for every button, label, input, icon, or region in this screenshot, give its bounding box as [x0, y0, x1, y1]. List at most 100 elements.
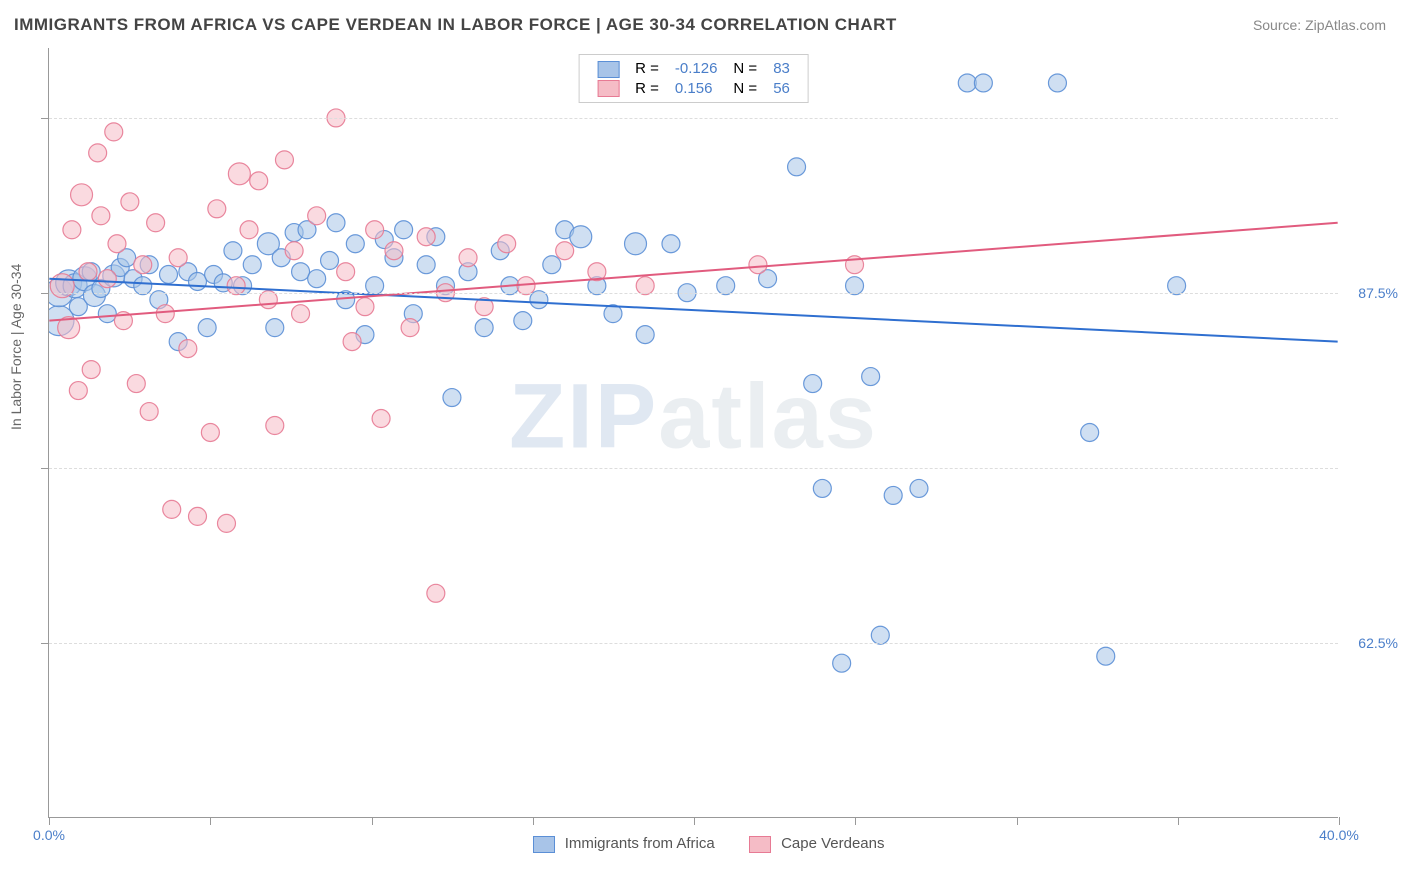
data-point: [788, 158, 806, 176]
legend-row-series-a: R = -0.126 N = 83: [589, 59, 798, 79]
x-tick-label: 40.0%: [1319, 827, 1359, 843]
legend-label-a: Immigrants from Africa: [565, 835, 715, 852]
data-point: [308, 270, 326, 288]
y-tick-label: 87.5%: [1358, 285, 1398, 301]
data-point: [636, 326, 654, 344]
n-value-b: 56: [765, 79, 798, 99]
data-point: [108, 235, 126, 253]
x-tick-label: 0.0%: [33, 827, 65, 843]
data-point: [570, 226, 592, 248]
data-point: [292, 263, 310, 281]
data-point: [717, 277, 735, 295]
r-label: R =: [627, 59, 667, 79]
data-point: [71, 184, 93, 206]
gridline: [49, 468, 1338, 469]
data-point: [156, 305, 174, 323]
data-point: [1168, 277, 1186, 295]
n-label: N =: [725, 59, 765, 79]
trend-line: [49, 223, 1337, 321]
data-point: [134, 256, 152, 274]
data-point: [556, 242, 574, 260]
x-tick: [372, 817, 373, 825]
data-point: [208, 200, 226, 218]
data-point: [871, 626, 889, 644]
data-point: [140, 403, 158, 421]
y-tick: [41, 468, 49, 469]
data-point: [498, 235, 516, 253]
swatch-series-a: [533, 836, 555, 853]
data-point: [160, 266, 178, 284]
data-point: [227, 277, 245, 295]
x-tick: [694, 817, 695, 825]
source-attribution: Source: ZipAtlas.com: [1253, 17, 1386, 33]
data-point: [846, 277, 864, 295]
legend-series: Immigrants from Africa Cape Verdeans: [49, 835, 1338, 853]
data-point: [625, 233, 647, 255]
swatch-series-b: [597, 80, 619, 97]
n-value-a: 83: [765, 59, 798, 79]
data-point: [910, 479, 928, 497]
x-tick: [533, 817, 534, 825]
data-point: [1097, 647, 1115, 665]
legend-correlation: R = -0.126 N = 83 R = 0.156 N = 56: [578, 54, 809, 103]
data-point: [662, 235, 680, 253]
data-point: [321, 252, 339, 270]
data-point: [356, 298, 374, 316]
data-point: [292, 305, 310, 323]
x-tick: [210, 817, 211, 825]
data-point: [224, 242, 242, 260]
data-point: [401, 319, 419, 337]
data-point: [343, 333, 361, 351]
legend-row-series-b: R = 0.156 N = 56: [589, 79, 798, 99]
data-point: [813, 479, 831, 497]
r-value-a: -0.126: [667, 59, 726, 79]
data-point: [217, 514, 235, 532]
data-point: [243, 256, 261, 274]
data-point: [459, 249, 477, 267]
data-point: [543, 256, 561, 274]
r-label: R =: [627, 79, 667, 99]
data-point: [636, 277, 654, 295]
data-point: [169, 249, 187, 267]
data-point: [189, 507, 207, 525]
swatch-series-a: [597, 61, 619, 78]
data-point: [121, 193, 139, 211]
data-point: [958, 74, 976, 92]
gridline: [49, 643, 1338, 644]
data-point: [833, 654, 851, 672]
data-point: [337, 263, 355, 281]
data-point: [98, 305, 116, 323]
y-tick: [41, 643, 49, 644]
data-point: [79, 263, 97, 281]
data-point: [198, 319, 216, 337]
data-point: [475, 319, 493, 337]
x-tick: [1017, 817, 1018, 825]
y-tick: [41, 118, 49, 119]
data-point: [275, 151, 293, 169]
data-point: [372, 410, 390, 428]
data-point: [804, 375, 822, 393]
data-point: [749, 256, 767, 274]
data-point: [69, 382, 87, 400]
data-point: [427, 584, 445, 602]
data-point: [147, 214, 165, 232]
data-point: [63, 221, 81, 239]
data-point: [127, 375, 145, 393]
data-point: [395, 221, 413, 239]
data-point: [417, 256, 435, 274]
x-tick: [49, 817, 50, 825]
data-point: [974, 74, 992, 92]
data-point: [1048, 74, 1066, 92]
data-point: [366, 221, 384, 239]
x-tick: [1178, 817, 1179, 825]
data-point: [385, 242, 403, 260]
chart-area: ZIPatlas R = -0.126 N = 83 R = 0.156 N =…: [48, 48, 1338, 818]
data-point: [50, 274, 74, 298]
data-point: [514, 312, 532, 330]
swatch-series-b: [749, 836, 771, 853]
data-point: [189, 273, 207, 291]
y-tick: [41, 293, 49, 294]
x-tick: [855, 817, 856, 825]
legend-label-b: Cape Verdeans: [781, 835, 884, 852]
data-point: [862, 368, 880, 386]
